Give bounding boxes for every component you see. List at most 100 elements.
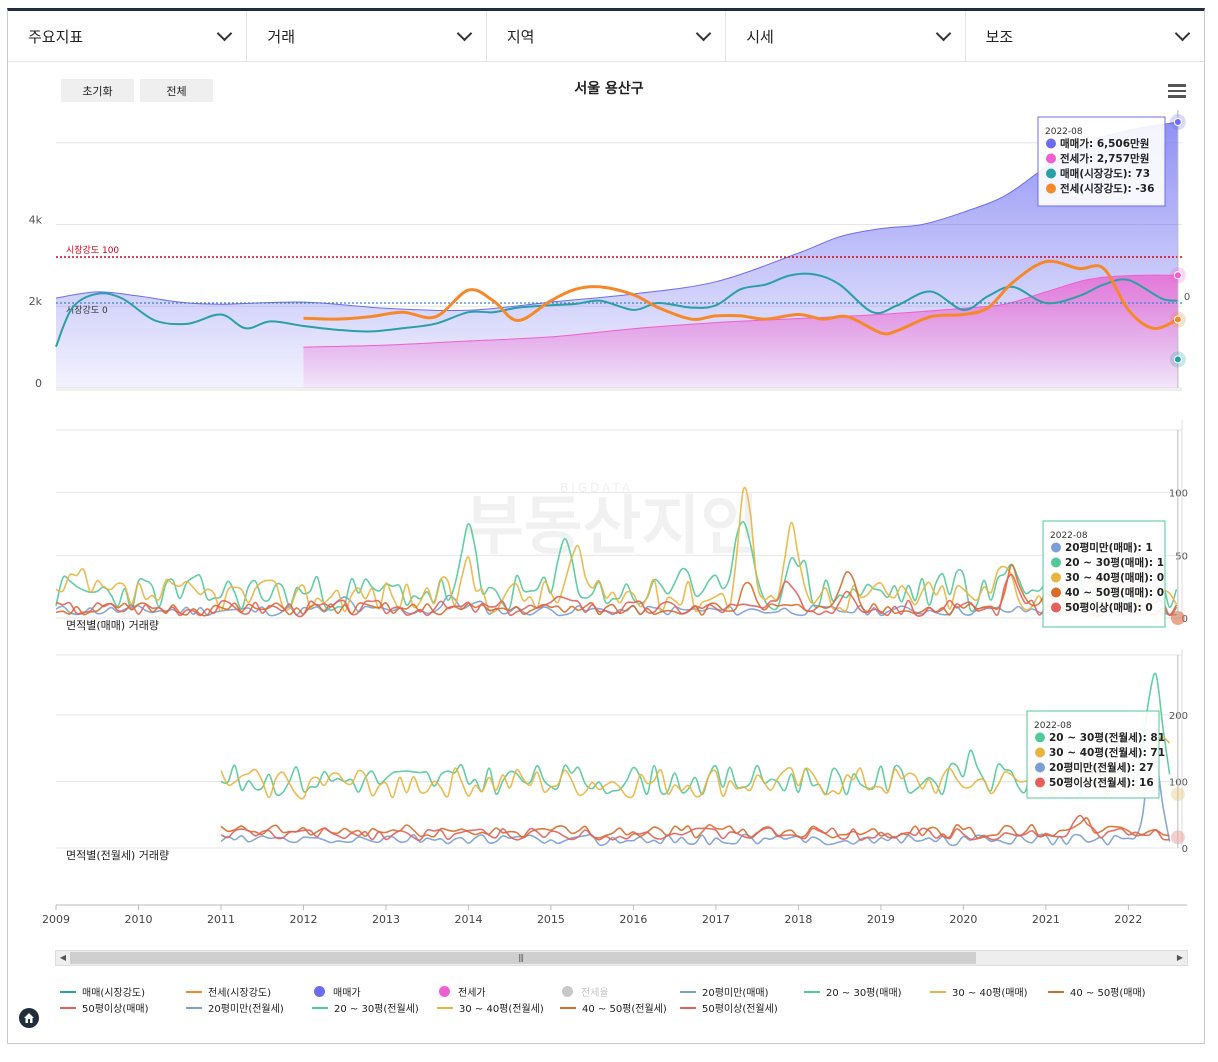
tooltip-row: 매매가: 6,506만원 xyxy=(1060,137,1149,150)
sale-volume-line xyxy=(55,573,1178,618)
tooltip-dot xyxy=(1035,777,1045,788)
legend-line-icon xyxy=(186,1006,202,1009)
legend-item[interactable]: 20평미만(매매) xyxy=(680,984,769,999)
x-tick-label: 2021 xyxy=(1032,913,1060,926)
tooltip-row: 매매(시장강도): 73 xyxy=(1060,167,1150,180)
jeonse-strength-marker xyxy=(1173,315,1182,324)
reset-zoom-button[interactable]: 초기화 xyxy=(61,79,134,102)
menu-price[interactable]: 시세 xyxy=(726,11,966,61)
menu-label: 보조 xyxy=(985,27,1014,46)
legend-label: 전세율 xyxy=(581,988,609,999)
tooltip-box xyxy=(1042,520,1166,628)
tooltip-row: 30 ~ 40평(전월세): 71 xyxy=(1049,746,1165,759)
x-tick-label: 2015 xyxy=(537,913,565,926)
watermark-small: BIGDATA xyxy=(560,481,633,495)
home-icon[interactable] xyxy=(19,1008,39,1028)
chart-frame xyxy=(7,8,1205,1044)
tooltip-dot xyxy=(1046,153,1056,164)
legend-label: 20 ~ 30평(매매) xyxy=(826,988,902,999)
legend-item[interactable]: 전세(시장강도) xyxy=(186,984,271,999)
tooltip-row: 40 ~ 50평(매매): 0 xyxy=(1065,586,1164,599)
legend-item[interactable]: 매매(시장강도) xyxy=(60,984,145,999)
legend-item[interactable]: 20 ~ 30평(매매) xyxy=(804,984,902,999)
legend-label: 40 ~ 50평(전월세) xyxy=(582,1004,667,1015)
scrollbar-thumb[interactable]: ||| xyxy=(70,952,976,964)
legend-item[interactable]: 40 ~ 50평(전월세) xyxy=(560,1000,667,1015)
legend-label: 매매(시장강도) xyxy=(82,988,146,999)
tooltip-box xyxy=(1037,116,1166,207)
y-tick-label-right: 0 xyxy=(1184,292,1190,303)
sale-volume-line xyxy=(55,486,1178,614)
strength-100-label: 시장강도 100 xyxy=(66,245,119,256)
scroll-left-icon[interactable]: ◀ xyxy=(59,953,67,962)
legend-label: 20평미만(전월세) xyxy=(208,1004,284,1015)
legend-item[interactable]: 전세가 xyxy=(437,984,486,999)
tooltip-date: 2022-08 xyxy=(1034,721,1072,731)
legend-label: 전세가 xyxy=(458,988,486,999)
tooltip-row: 50평이상(전월세): 16 xyxy=(1049,776,1154,789)
panel-label: 면적별(전월세) 거래량 xyxy=(66,849,169,862)
legend-label: 50평이상(매매) xyxy=(82,1004,149,1015)
y-tick-label: 2k xyxy=(29,295,43,308)
legend-dot-icon xyxy=(439,986,450,997)
legend-line-icon xyxy=(680,990,696,993)
jeonse-price-line xyxy=(303,274,1178,348)
tooltip-date: 2022-08 xyxy=(1045,127,1083,137)
x-tick-label: 2012 xyxy=(289,913,317,926)
rent-volume-line xyxy=(220,755,1171,847)
jeonse-price-area xyxy=(303,275,1178,388)
legend-item[interactable]: 50평이상(매매) xyxy=(60,1000,149,1015)
tooltip-dot xyxy=(1035,762,1045,773)
tooltip-box xyxy=(1026,710,1160,799)
legend-label: 20 ~ 30평(전월세) xyxy=(334,1004,419,1015)
scroll-right-icon[interactable]: ▶ xyxy=(1176,953,1184,962)
y-tick-label: 0 xyxy=(35,377,42,390)
menu-label: 지역 xyxy=(506,27,535,46)
range-scrollbar[interactable]: ◀ ||| ▶ xyxy=(55,950,1188,966)
legend-dot-icon xyxy=(314,986,325,997)
legend-item[interactable]: 20평미만(전월세) xyxy=(186,1000,284,1015)
menu-main-indicators[interactable]: 주요지표 xyxy=(8,11,248,61)
tooltip-row: 전세가: 2,757만원 xyxy=(1060,152,1149,165)
tooltip-row: 20평미만(전월세): 27 xyxy=(1049,761,1154,774)
menu-label: 주요지표 xyxy=(28,27,84,46)
legend-label: 30 ~ 40평(매매) xyxy=(952,988,1028,999)
rent-volume-line xyxy=(220,672,1171,797)
tooltip-date: 2022-08 xyxy=(1050,531,1088,541)
legend-item[interactable]: 전세율 xyxy=(560,984,609,999)
tooltip-row: 20평미만(매매): 1 xyxy=(1065,541,1153,554)
x-tick-label: 2019 xyxy=(867,913,895,926)
y-tick-label: 0 xyxy=(1182,614,1188,625)
legend-item[interactable]: 30 ~ 40평(전월세) xyxy=(437,1000,544,1015)
tooltip-dot xyxy=(1051,572,1061,583)
x-tick-label: 2016 xyxy=(619,913,647,926)
legend-item[interactable]: 40 ~ 50평(매매) xyxy=(1048,984,1146,999)
tooltip-row: 30 ~ 40평(매매): 0 xyxy=(1065,571,1164,584)
menu-region[interactable]: 지역 xyxy=(487,11,727,61)
legend-item[interactable]: 20 ~ 30평(전월세) xyxy=(312,1000,419,1015)
tooltip-dot xyxy=(1046,183,1056,194)
tooltip-row: 50평이상(매매): 0 xyxy=(1065,601,1153,614)
tooltip-row: 20 ~ 30평(전월세): 81 xyxy=(1049,731,1165,744)
tooltip-row: 전세(시장강도): -36 xyxy=(1060,182,1154,195)
legend-item[interactable]: 30 ~ 40평(매매) xyxy=(930,984,1028,999)
legend-line-icon xyxy=(1048,990,1064,993)
tooltip-dot xyxy=(1051,602,1061,613)
menu-transactions[interactable]: 거래 xyxy=(247,11,487,61)
legend-line-icon xyxy=(312,1006,328,1009)
menu-auxiliary[interactable]: 보조 xyxy=(966,11,1204,61)
jeonse-price-marker xyxy=(1173,271,1182,280)
x-tick-label: 2018 xyxy=(784,913,812,926)
legend-item[interactable]: 50평이상(전월세) xyxy=(680,1000,778,1015)
zoom-all-button[interactable]: 전체 xyxy=(140,79,213,102)
menu-label: 시세 xyxy=(746,27,774,46)
panel-label: 면적별(매매) 거래량 xyxy=(66,619,159,632)
x-tick-label: 2014 xyxy=(454,913,482,926)
legend-label: 40 ~ 50평(매매) xyxy=(1070,988,1146,999)
sale-price-line xyxy=(55,121,1178,312)
legend-item[interactable]: 매매가 xyxy=(312,984,361,999)
sale-strength-marker xyxy=(1173,355,1182,364)
menu-icon[interactable] xyxy=(1168,84,1186,98)
